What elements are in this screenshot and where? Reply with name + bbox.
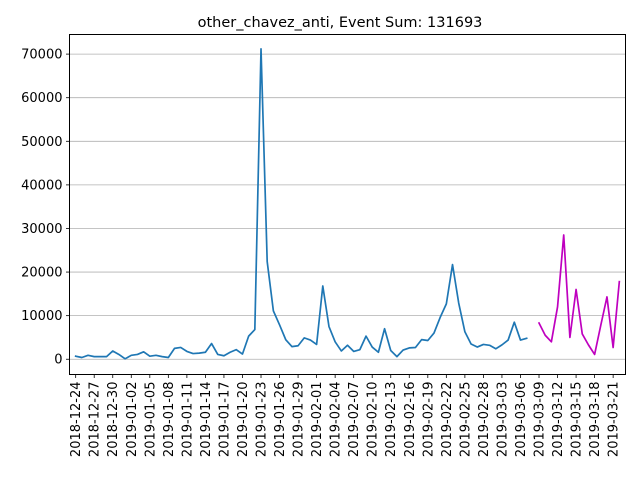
x-tick-label: 2019-02-04 [329,382,344,458]
x-tick-label: 2019-03-09 [533,382,548,458]
x-tick-label: 2019-03-12 [551,382,566,458]
y-tick-label: 0 [54,353,62,368]
y-tick-label: 70000 [21,48,62,63]
x-tick-label: 2019-01-11 [180,382,195,458]
x-tick-label: 2018-12-27 [88,382,103,458]
x-tick-label: 2018-12-30 [106,382,121,458]
chart-title: other_chavez_anti, Event Sum: 131693 [198,15,483,31]
x-tick-label: 2019-01-17 [217,382,232,458]
x-tick-label: 2019-02-19 [421,382,436,458]
x-tick-label: 2019-03-06 [514,382,529,458]
y-tick-label: 30000 [21,222,62,237]
x-tick-label: 2018-12-24 [69,382,84,458]
x-tick-label: 2019-02-10 [366,382,381,458]
x-tick-label: 2019-01-05 [143,382,158,458]
plot-frame [69,34,626,375]
y-tick-label: 40000 [21,178,62,193]
x-tick-label: 2019-02-28 [477,382,492,458]
x-tick-label: 2019-03-21 [607,382,622,458]
series-layer [74,48,621,360]
grid-layer [69,53,626,360]
x-tick-label: 2019-02-16 [403,382,418,458]
y-tick-label: 60000 [21,91,62,106]
x-tick-label: 2019-02-25 [458,382,473,458]
x-tick-label: 2019-02-22 [440,382,455,458]
x-tick-label: 2019-01-08 [162,382,177,458]
x-axis: 2018-12-24 2018-12-27 2018-12-30 2019-01-02… [69,374,622,458]
series-line-2 [537,234,621,356]
x-tick-label: 2019-02-07 [347,382,362,458]
y-tick-label: 50000 [21,135,62,150]
x-tick-label: 2019-02-13 [384,382,399,458]
x-tick-label: 2019-03-15 [570,382,585,458]
x-tick-label: 2019-01-02 [125,382,140,458]
series-line-1 [74,48,528,360]
x-tick-label: 2019-02-01 [310,382,325,458]
x-tick-label: 2019-01-20 [236,382,251,458]
x-tick-label: 2019-01-14 [199,382,214,458]
x-tick-label: 2019-03-18 [588,382,603,458]
x-tick-label: 2019-01-29 [292,382,307,458]
x-tick-label: 2019-01-26 [273,382,288,458]
x-tick-label: 2019-03-03 [495,382,510,458]
x-tick-label: 2019-01-23 [255,382,270,458]
y-tick-label: 20000 [21,266,62,281]
y-axis: 0 10000 20000 30000 40000 50000 60000 70000 [21,48,70,368]
y-tick-label: 10000 [21,309,62,324]
